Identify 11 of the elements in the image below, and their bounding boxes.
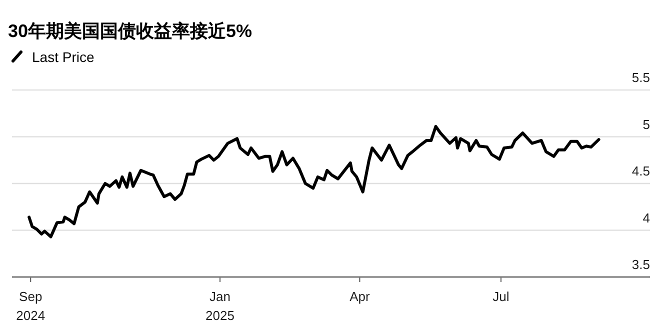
y-tick-label: 4 [642,210,650,226]
x-tick-label: Apr [350,289,370,304]
y-tick-label: 5.5 [632,70,650,85]
chart-title: 30年期美国国债收益率接近5% [8,21,252,41]
x-tick-label: Sep 2024 [16,289,46,323]
legend-label: Last Price [32,49,94,65]
y-tick-label: 3.5 [632,257,650,272]
y-tick-label: 5 [642,116,650,132]
x-tick-label: Jan 2025 [206,289,234,323]
y-tick-label: 4.5 [632,164,650,178]
x-tick-label: Jul [492,289,510,304]
